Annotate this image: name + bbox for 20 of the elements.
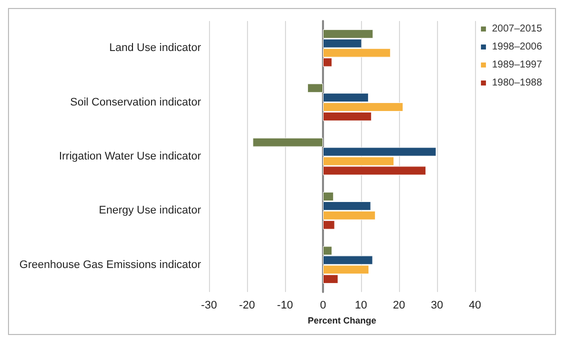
x-tick-label: -20 (239, 300, 255, 312)
legend-label: 1998–2006 (492, 42, 542, 52)
legend-label: 1989–1997 (492, 60, 542, 70)
y-tick-label: Land Use indicator (109, 42, 202, 54)
bar (252, 138, 323, 147)
x-tick-label: -30 (201, 300, 217, 312)
y-tick-label: Greenhouse Gas Emissions indicator (19, 258, 202, 271)
x-tick-label: 10 (354, 300, 368, 312)
x-tick-label: 0 (320, 300, 326, 312)
legend-label: 2007–2015 (492, 24, 542, 34)
y-tick-label: Energy Use indicator (98, 204, 202, 217)
x-axis-title: Percent Change (308, 315, 376, 326)
bar (307, 84, 323, 93)
y-tick-label: Irrigation Water Use indicator (58, 150, 202, 162)
y-tick-label: Soil Conservation indicator (70, 96, 202, 108)
x-tick-label: 30 (430, 300, 444, 312)
x-tick-label: 20 (392, 300, 406, 312)
legend-label: 1980–1988 (492, 78, 542, 88)
x-tick-label: -10 (277, 300, 293, 312)
x-tick-label: 40 (468, 300, 482, 312)
